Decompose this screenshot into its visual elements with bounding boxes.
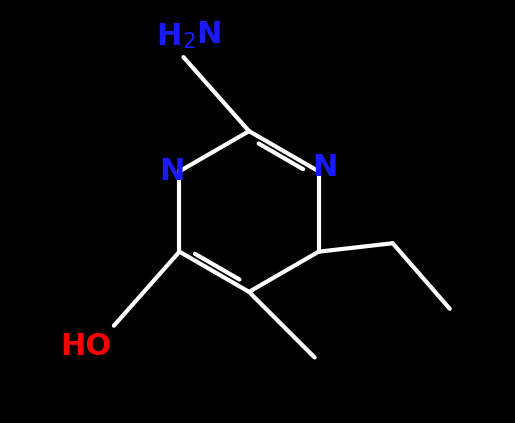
Text: $_2$N: $_2$N — [182, 19, 221, 51]
Text: N: N — [312, 154, 337, 182]
Text: N: N — [159, 157, 184, 186]
Text: H: H — [156, 22, 181, 51]
Text: HO: HO — [60, 332, 112, 361]
